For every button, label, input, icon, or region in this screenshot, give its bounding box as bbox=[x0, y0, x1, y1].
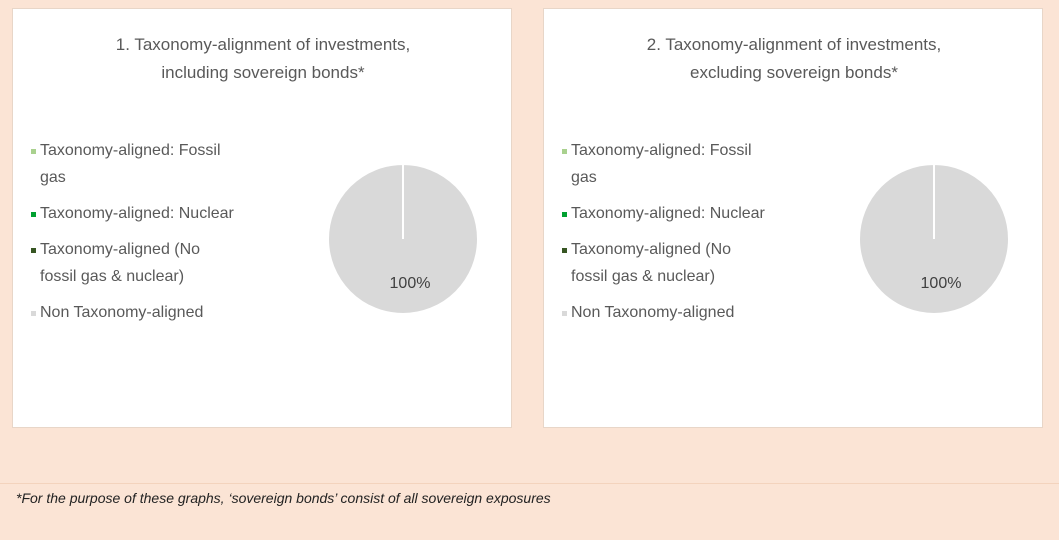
legend-swatch bbox=[562, 311, 567, 316]
data-label: 100% bbox=[921, 275, 962, 292]
chart-title: 1. Taxonomy-alignment of investments, in… bbox=[115, 35, 411, 82]
footnote: *For the purpose of these graphs, ‘sover… bbox=[16, 490, 551, 506]
legend-label: Taxonomy-aligned (No fossil gas & nuclea… bbox=[40, 241, 201, 285]
legend: Taxonomy-aligned: Fossil gas Taxonomy-ali… bbox=[562, 137, 782, 335]
legend-label: Taxonomy-aligned: Fossil gas bbox=[40, 142, 221, 186]
pie-slice bbox=[327, 162, 479, 316]
legend-item: Taxonomy-aligned (No fossil gas & nuclea… bbox=[562, 236, 782, 290]
legend-item: Taxonomy-aligned: Nuclear bbox=[31, 200, 251, 227]
legend-label: Taxonomy-aligned (No fossil gas & nuclea… bbox=[571, 241, 732, 285]
legend-swatch bbox=[562, 212, 567, 217]
legend: Taxonomy-aligned: Fossil gas Taxonomy-ali… bbox=[31, 137, 251, 335]
legend-swatch bbox=[31, 149, 36, 154]
legend-item: Taxonomy-aligned: Nuclear bbox=[562, 200, 782, 227]
legend-item: Taxonomy-aligned (No fossil gas & nuclea… bbox=[31, 236, 251, 290]
legend-label: Taxonomy-aligned: Fossil gas bbox=[571, 142, 752, 186]
legend-label: Non Taxonomy-aligned bbox=[40, 304, 204, 321]
legend-swatch bbox=[562, 149, 567, 154]
legend-label: Taxonomy-aligned: Nuclear bbox=[571, 205, 765, 222]
pie-chart: 100% bbox=[327, 162, 479, 316]
legend-swatch bbox=[31, 311, 36, 316]
legend-label: Taxonomy-aligned: Nuclear bbox=[40, 205, 234, 222]
legend-item: Non Taxonomy-aligned bbox=[31, 299, 251, 326]
legend-item: Taxonomy-aligned: Fossil gas bbox=[31, 137, 251, 191]
legend-label: Non Taxonomy-aligned bbox=[571, 304, 735, 321]
legend-swatch bbox=[31, 248, 36, 253]
separator bbox=[0, 483, 1059, 484]
pie-chart: 100% bbox=[858, 162, 1010, 316]
legend-swatch bbox=[562, 248, 567, 253]
data-label: 100% bbox=[390, 275, 431, 292]
chart-panel: 1. Taxonomy-alignment of investments, in… bbox=[12, 8, 512, 428]
chart-panel: 2. Taxonomy-alignment of investments, ex… bbox=[543, 8, 1043, 428]
legend-item: Taxonomy-aligned: Fossil gas bbox=[562, 137, 782, 191]
chart-title: 2. Taxonomy-alignment of investments, ex… bbox=[646, 35, 942, 82]
legend-swatch bbox=[31, 212, 36, 217]
pie-slice bbox=[858, 162, 1010, 316]
legend-item: Non Taxonomy-aligned bbox=[562, 299, 782, 326]
